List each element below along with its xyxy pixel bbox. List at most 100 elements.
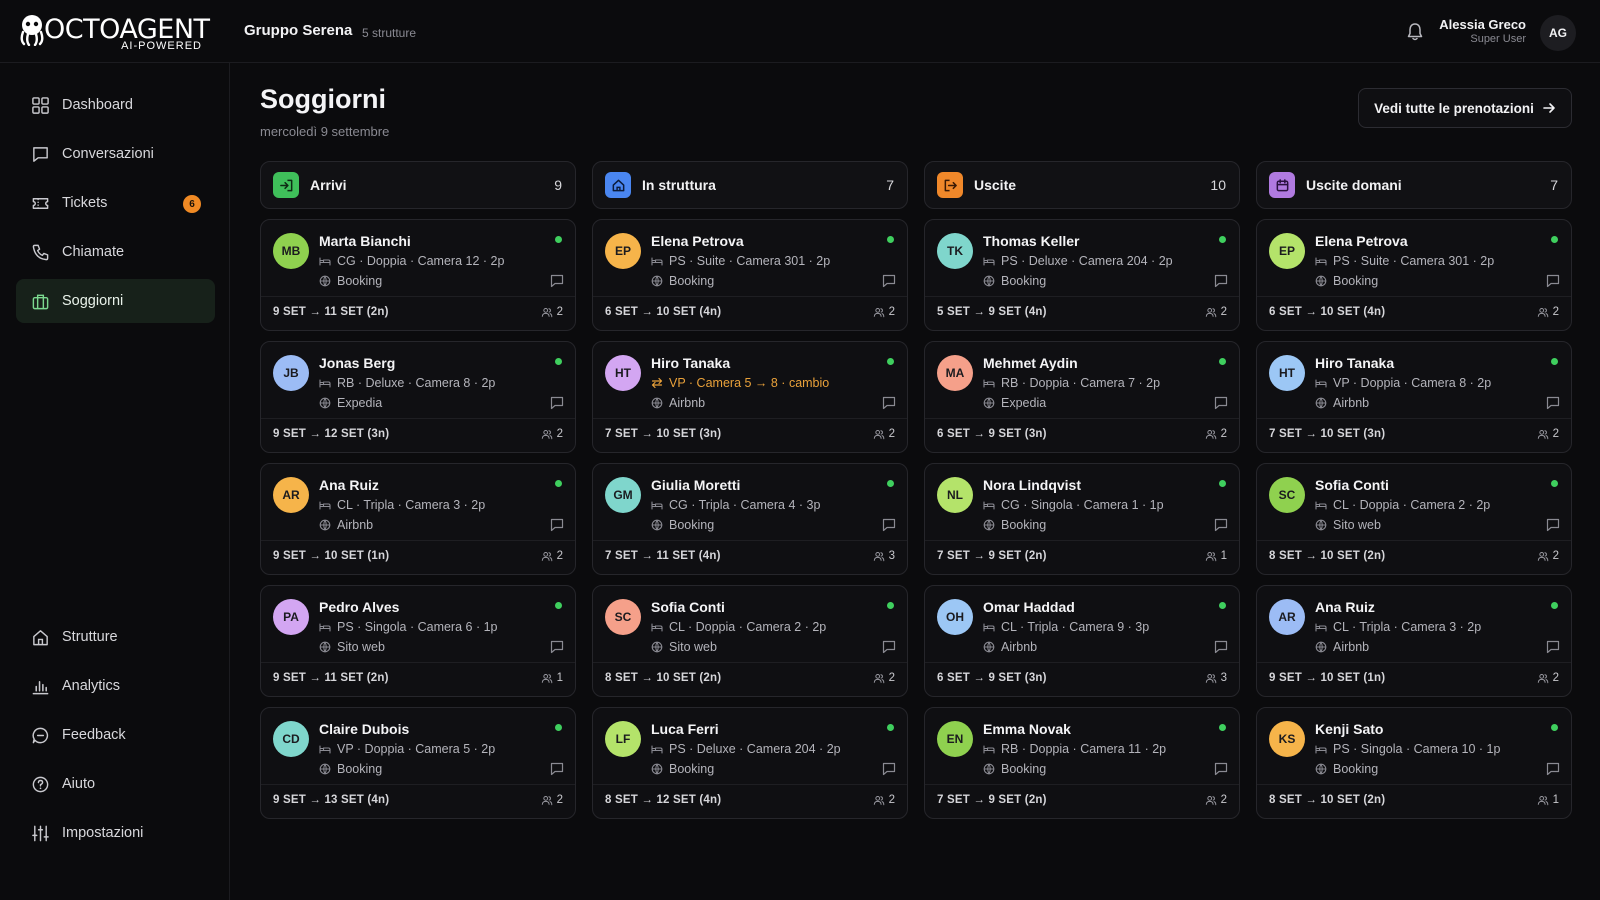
booking-source-text: Booking [1001, 274, 1047, 288]
room-info-text: RB · Deluxe · Camera 8 · 2p [337, 376, 496, 390]
bell-icon[interactable] [1406, 22, 1424, 42]
people-icon [1205, 306, 1217, 318]
sidebar-item-strutture[interactable]: Strutture [16, 615, 215, 659]
guest-count: 1 [541, 672, 563, 684]
column-header-in-struttura[interactable]: In struttura 7 [592, 161, 908, 209]
user-avatar[interactable]: AG [1540, 15, 1576, 51]
status-dot [887, 724, 894, 731]
status-dot [1219, 236, 1226, 243]
sidebar-item-impostazioni[interactable]: Impostazioni [16, 811, 215, 855]
booking-source-text: Booking [1333, 762, 1379, 776]
guest-count: 2 [541, 794, 563, 806]
column-title: Uscite [974, 177, 1017, 193]
people-icon [873, 306, 885, 318]
user-role: Super User [1470, 33, 1526, 45]
message-icon[interactable] [1546, 396, 1560, 410]
message-icon[interactable] [550, 274, 564, 288]
room-info-text: RB · Doppia · Camera 7 · 2p [1001, 376, 1161, 390]
column-count: 7 [1550, 177, 1558, 193]
stay-dates: 9 SET → 11 SET (2n) [273, 306, 389, 318]
message-icon[interactable] [550, 518, 564, 532]
stay-card[interactable]: SC Sofia Conti CL · Doppia · Camera 2 · 2p… [592, 585, 908, 697]
sidebar-item-analytics[interactable]: Analytics [16, 664, 215, 708]
stay-card[interactable]: OH Omar Haddad CL · Tripla · Camera 9 · 3p… [924, 585, 1240, 697]
guest-avatar: HT [605, 355, 641, 391]
room-info-text: PS · Deluxe · Camera 204 · 2p [1001, 254, 1173, 268]
stay-card[interactable]: MB Marta Bianchi CG · Doppia · Camera 12 ·… [260, 219, 576, 331]
globe-icon [651, 519, 663, 531]
column-header-uscite[interactable]: Uscite 10 [924, 161, 1240, 209]
message-icon[interactable] [1546, 640, 1560, 654]
guest-count: 1 [1205, 550, 1227, 562]
stay-card[interactable]: SC Sofia Conti CL · Doppia · Camera 2 · 2p… [1256, 463, 1572, 575]
message-icon[interactable] [882, 640, 896, 654]
people-icon [873, 428, 885, 440]
stay-dates: 8 SET → 10 SET (2n) [1269, 794, 1386, 806]
column-header-uscite-domani[interactable]: Uscite domani 7 [1256, 161, 1572, 209]
message-icon[interactable] [882, 518, 896, 532]
status-dot [887, 602, 894, 609]
stay-card[interactable]: EN Emma Novak RB · Doppia · Camera 11 · 2p… [924, 707, 1240, 819]
booking-source: Airbnb [1315, 640, 1369, 654]
stay-card[interactable]: TK Thomas Keller PS · Deluxe · Camera 204 … [924, 219, 1240, 331]
stay-card[interactable]: PA Pedro Alves PS · Singola · Camera 6 · 1… [260, 585, 576, 697]
guest-name: Emma Novak [983, 721, 1071, 737]
stay-card[interactable]: EP Elena Petrova PS · Suite · Camera 301 ·… [592, 219, 908, 331]
booking-source: Sito web [319, 640, 385, 654]
stay-card[interactable]: CD Claire Dubois VP · Doppia · Camera 5 · … [260, 707, 576, 819]
room-info: CL · Tripla · Camera 3 · 2p [1315, 620, 1481, 634]
sidebar-item-tickets[interactable]: Tickets 6 [16, 181, 215, 225]
message-icon[interactable] [1214, 274, 1228, 288]
room-info: PS · Deluxe · Camera 204 · 2p [651, 742, 841, 756]
stay-card[interactable]: AR Ana Ruiz CL · Tripla · Camera 3 · 2p Air… [1256, 585, 1572, 697]
stay-card[interactable]: JB Jonas Berg RB · Deluxe · Camera 8 · 2p E… [260, 341, 576, 453]
status-dot [1551, 480, 1558, 487]
card-divider [1257, 662, 1571, 663]
message-icon[interactable] [1214, 762, 1228, 776]
message-icon[interactable] [882, 762, 896, 776]
view-all-bookings-button[interactable]: Vedi tutte le prenotazioni [1358, 88, 1572, 128]
guest-avatar: KS [1269, 721, 1305, 757]
status-dot [887, 358, 894, 365]
help-icon [30, 774, 50, 794]
stay-card[interactable]: MA Mehmet Aydin RB · Doppia · Camera 7 · 2… [924, 341, 1240, 453]
message-icon[interactable] [1546, 518, 1560, 532]
globe-icon [1315, 763, 1327, 775]
octoagent-logo[interactable]: OCTOAGENT AI-POWERED [18, 12, 210, 54]
message-icon[interactable] [882, 274, 896, 288]
status-dot [1219, 602, 1226, 609]
message-icon[interactable] [1546, 274, 1560, 288]
message-icon[interactable] [1214, 396, 1228, 410]
stay-card[interactable]: HT Hiro Tanaka VP · Doppia · Camera 8 · 2p… [1256, 341, 1572, 453]
stay-card[interactable]: HT Hiro Tanaka VP · Camera 5 → 8 · cambio A… [592, 341, 908, 453]
sidebar-item-soggiorni[interactable]: Soggiorni [16, 279, 215, 323]
message-icon[interactable] [550, 396, 564, 410]
message-icon[interactable] [1214, 640, 1228, 654]
stay-card[interactable]: EP Elena Petrova PS · Suite · Camera 301 ·… [1256, 219, 1572, 331]
stay-card[interactable]: KS Kenji Sato PS · Singola · Camera 10 · 1… [1256, 707, 1572, 819]
guest-name: Luca Ferri [651, 721, 719, 737]
message-icon[interactable] [882, 396, 896, 410]
stay-card[interactable]: GM Giulia Moretti CG · Tripla · Camera 4 ·… [592, 463, 908, 575]
room-info-text: CG · Singola · Camera 1 · 1p [1001, 498, 1164, 512]
booking-source-text: Expedia [1001, 396, 1047, 410]
room-info-text: CL · Tripla · Camera 3 · 2p [337, 498, 486, 512]
stay-card[interactable]: NL Nora Lindqvist CG · Singola · Camera 1 … [924, 463, 1240, 575]
sidebar-item-dashboard[interactable]: Dashboard [16, 83, 215, 127]
message-icon[interactable] [550, 640, 564, 654]
stay-card[interactable]: LF Luca Ferri PS · Deluxe · Camera 204 · 2… [592, 707, 908, 819]
message-icon[interactable] [550, 762, 564, 776]
guest-count: 2 [1537, 672, 1559, 684]
message-icon[interactable] [1214, 518, 1228, 532]
column-header-arrivi[interactable]: Arrivi 9 [260, 161, 576, 209]
sidebar-item-aiuto[interactable]: Aiuto [16, 762, 215, 806]
guest-name: Sofia Conti [1315, 477, 1389, 493]
sidebar-item-chiamate[interactable]: Chiamate [16, 230, 215, 274]
group-name[interactable]: Gruppo Serena [244, 22, 353, 39]
sidebar-item-conversazioni[interactable]: Conversazioni [16, 132, 215, 176]
bed-icon [1315, 499, 1327, 511]
sidebar-item-feedback[interactable]: Feedback [16, 713, 215, 757]
stay-card[interactable]: AR Ana Ruiz CL · Tripla · Camera 3 · 2p Air… [260, 463, 576, 575]
room-info: VP · Doppia · Camera 8 · 2p [1315, 376, 1491, 390]
message-icon[interactable] [1546, 762, 1560, 776]
